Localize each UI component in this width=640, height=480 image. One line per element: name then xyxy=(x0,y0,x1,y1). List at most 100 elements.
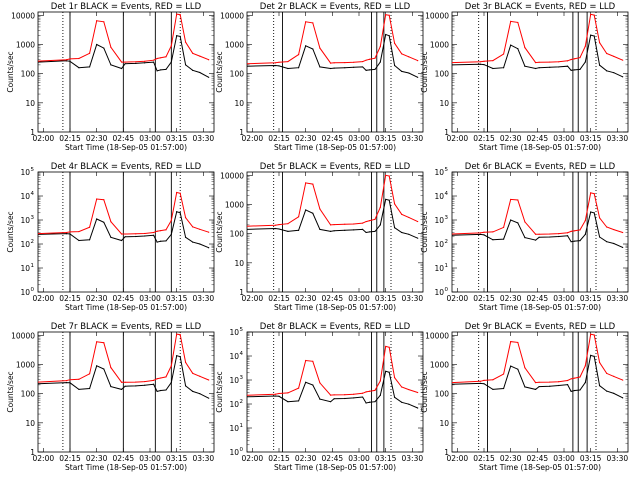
events-point xyxy=(483,63,485,66)
events-point xyxy=(492,239,494,241)
y-tick-label: 100 xyxy=(230,70,245,79)
lld-point xyxy=(199,375,201,377)
lld-point xyxy=(176,191,178,194)
panel-title: Det 9r BLACK = Events, RED = LLD xyxy=(465,322,616,332)
events-point xyxy=(208,247,210,249)
lld-point xyxy=(344,223,346,225)
lld-point xyxy=(590,13,592,15)
events-point xyxy=(208,397,210,399)
events-point xyxy=(622,397,624,399)
events-point xyxy=(152,234,155,236)
x-tick-label: 02:15 xyxy=(473,134,495,143)
y-tick-label: 1000 xyxy=(430,40,449,49)
detector-panel: Det 4r BLACK = Events, RED = LLD 02:00 02:… xyxy=(6,162,215,312)
events-point xyxy=(369,231,371,233)
lld-point xyxy=(312,22,314,24)
y-axis-label: Counts/sec xyxy=(420,371,429,412)
events-point xyxy=(120,239,123,242)
x-tick-label: 03:00 xyxy=(348,134,370,143)
lld-point xyxy=(549,381,551,383)
lld-point xyxy=(538,233,540,235)
lld-point xyxy=(613,55,615,58)
y-axis-label: Counts/sec xyxy=(6,51,15,92)
x-tick-label: 02:00 xyxy=(447,454,469,463)
events-point xyxy=(96,218,98,220)
events-point xyxy=(393,227,396,229)
detector-panel: Det 9r BLACK = Events, RED = LLD 02:00 02:… xyxy=(420,322,629,472)
y-tick-label: 10 xyxy=(229,448,239,457)
events-point xyxy=(479,63,482,65)
events-point xyxy=(452,64,453,66)
events-point xyxy=(613,242,615,245)
plot-frame xyxy=(246,171,424,293)
lld-point xyxy=(69,58,71,60)
y-tick-exponent: 4 xyxy=(445,191,449,197)
lld-point xyxy=(312,360,314,362)
lld-point xyxy=(208,379,210,381)
events-point xyxy=(297,229,300,231)
events-point xyxy=(492,388,494,390)
lld-point xyxy=(401,53,403,55)
events-point xyxy=(517,222,519,224)
lld-point xyxy=(492,60,494,62)
x-tick-label: 03:30 xyxy=(402,294,424,303)
lld-point xyxy=(502,226,505,229)
x-tick-label: 03:15 xyxy=(166,294,188,303)
events-point xyxy=(483,383,485,385)
panel-title: Det 1r BLACK = Events, RED = LLD xyxy=(51,2,202,12)
x-tick-label: 02:00 xyxy=(242,134,264,143)
lld-point xyxy=(184,361,187,363)
y-tick-label: 10 xyxy=(25,419,35,428)
lld-point xyxy=(176,333,178,335)
lld-point xyxy=(170,365,172,367)
lld-point xyxy=(590,192,592,194)
lld-point xyxy=(192,226,194,228)
x-tick-label: 02:00 xyxy=(242,454,264,463)
events-point xyxy=(361,66,364,68)
lld-point xyxy=(69,379,71,381)
lld-point xyxy=(408,56,410,58)
x-axis-label: Start Time (18-Sep-05 01:57:00) xyxy=(479,303,601,312)
events-point xyxy=(361,396,364,398)
events-point xyxy=(152,61,155,63)
events-point xyxy=(69,60,71,62)
lld-point xyxy=(38,233,39,235)
lld-point xyxy=(379,380,381,382)
lld-point xyxy=(152,379,155,381)
lld-point xyxy=(574,230,576,232)
events-point xyxy=(369,69,371,71)
events-point xyxy=(510,44,512,46)
x-axis-label: Start Time (18-Sep-05 01:57:00) xyxy=(65,143,187,152)
events-point xyxy=(156,390,158,392)
x-tick-label: 03:30 xyxy=(193,294,215,303)
events-point xyxy=(538,67,540,69)
y-tick-label: 10 xyxy=(434,216,444,225)
events-point xyxy=(278,395,280,397)
lld-point xyxy=(479,61,482,63)
events-point xyxy=(408,72,410,74)
lld-point xyxy=(144,232,146,235)
events-point xyxy=(329,401,332,403)
y-tick-label: 10 xyxy=(434,264,444,273)
lld-point xyxy=(524,47,526,49)
lld-point xyxy=(156,57,158,60)
events-point xyxy=(606,241,608,243)
events-point xyxy=(110,385,112,388)
events-point xyxy=(176,35,178,37)
lld-point xyxy=(374,57,376,59)
y-tick-label: 10 xyxy=(439,419,449,428)
events-point xyxy=(584,61,586,63)
events-point xyxy=(135,385,137,387)
lld-point xyxy=(574,58,576,60)
plot-frame xyxy=(37,171,215,293)
x-tick-label: 02:30 xyxy=(500,454,522,463)
x-tick-label: 02:15 xyxy=(59,134,81,143)
x-tick-label: 03:15 xyxy=(580,454,602,463)
lld-point xyxy=(570,230,572,232)
x-axis-label: Start Time (18-Sep-05 01:57:00) xyxy=(479,463,601,472)
lld-point xyxy=(393,203,396,205)
lld-point xyxy=(103,342,105,344)
lld-point xyxy=(120,381,123,383)
lld-point xyxy=(417,220,419,223)
events-point xyxy=(199,393,201,395)
